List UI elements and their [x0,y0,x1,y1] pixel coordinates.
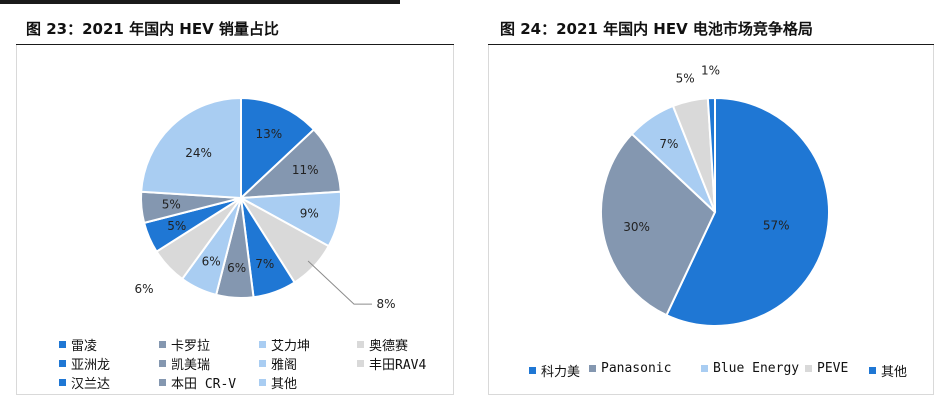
legend-label-0: 科力美 [541,365,581,380]
legend-item-3: 奥德赛 [357,335,408,354]
legend-swatch-4 [59,360,66,367]
legend-label-2: 艾力坤 [271,339,311,354]
legend-swatch-2 [259,341,266,348]
pie-slice-1 [600,132,717,317]
data-label-4: 1% [701,64,720,78]
data-label-10: 24% [185,146,212,160]
legend-item-6: 雅阁 [259,354,297,373]
legend-item-0: 雷凌 [59,335,97,354]
data-label-1: 30% [623,220,650,234]
legend-swatch-6 [259,360,266,367]
legend-item-2: 艾力坤 [259,335,310,354]
legend-swatch-3 [805,365,812,372]
pie-slice-1 [238,128,342,200]
pie-slice-4 [706,96,716,213]
legend-item-8: 汉兰达 [59,373,110,392]
data-label-8: 5% [167,219,186,233]
figure-23-title: 图 23：2021 年国内 HEV 销量占比 [16,13,454,45]
pie-slice-0 [240,96,316,201]
legend-swatch-0 [529,367,536,374]
figure-24-panel: 57% 30% 7% 5% 1% 科力美 Panasonic Blue Energy PEVE… [488,45,934,395]
legend-item-2: Blue Energy [701,361,799,376]
legend-label-1: Panasonic [601,361,672,376]
legend-label-5: 凯美瑞 [171,358,211,373]
data-label-6: 6% [202,254,221,268]
legend-label-1: 卡罗拉 [171,339,211,354]
legend-label-0: 雷凌 [71,339,98,354]
legend-item-1: Panasonic [589,361,671,376]
legend-swatch-3 [357,341,364,348]
data-label-3: 8% [376,297,395,311]
data-label-4: 7% [255,257,274,271]
legend-item-1: 卡罗拉 [159,335,210,354]
data-label-1: 11% [292,163,319,177]
legend-label-8: 汉兰达 [71,377,111,392]
legend-swatch-1 [159,341,166,348]
data-label-5: 6% [227,261,246,275]
legend-item-4: 亚洲龙 [59,354,110,373]
legend-swatch-7 [357,360,364,367]
legend-swatch-4 [869,367,876,374]
legend-swatch-0 [59,341,66,348]
legend-label-4: 其他 [881,365,908,380]
figure-23-panel: 13% 11% 9% 8% 7% 6% 6% 6% 5% 5% 24% 雷凌 卡罗拉 艾力坤 奥德赛亚洲龙… [16,45,454,395]
legend-swatch-8 [59,379,66,386]
legend-swatch-5 [159,360,166,367]
legend-item-3: PEVE [805,361,848,376]
data-label-3: 5% [676,71,695,85]
legend-item-5: 凯美瑞 [159,354,210,373]
legend-item-4: 其他 [869,361,907,380]
legend-label-4: 亚洲龙 [71,358,111,373]
legend-swatch-10 [259,379,266,386]
legend-label-9: 本田 CR-V [171,377,237,392]
legend-label-10: 其他 [271,377,298,392]
legend-label-3: 奥德赛 [369,339,409,354]
legend-item-10: 其他 [259,373,297,392]
pie-slice-10 [140,96,242,200]
legend-item-7: 丰田RAV4 [357,354,426,373]
leader-line-3 [307,260,372,305]
top-rule [0,0,400,4]
data-label-0: 13% [255,127,282,141]
legend-label-6: 雅阁 [271,358,298,373]
legend-swatch-1 [589,365,596,372]
legend-item-9: 本田 CR-V [159,373,236,392]
hev-sales-pie-chart: 13% 11% 9% 8% 7% 6% 6% 6% 5% 5% 24% [135,96,396,311]
data-label-9: 5% [162,198,181,212]
legend-item-0: 科力美 [529,361,580,380]
figure-24-title: 图 24：2021 年国内 HEV 电池市场竞争格局 [488,13,934,45]
legend-label-2: Blue Energy [713,361,800,376]
data-label-7: 6% [135,282,154,296]
pie-slice-0 [665,96,830,327]
data-label-2: 7% [659,137,678,151]
data-label-2: 9% [300,206,319,220]
legend-label-3: PEVE [817,361,849,376]
data-label-0: 57% [763,219,790,233]
legend-swatch-9 [159,379,166,386]
hev-battery-pie-chart: 57% 30% 7% 5% 1% [600,64,830,327]
legend-label-7: 丰田RAV4 [369,358,427,373]
legend-swatch-2 [701,365,708,372]
